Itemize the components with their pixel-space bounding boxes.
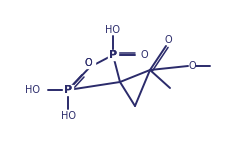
Bar xyxy=(108,50,118,60)
Text: O: O xyxy=(84,58,92,68)
Text: O: O xyxy=(164,35,172,45)
Text: O: O xyxy=(188,61,196,71)
Text: P: P xyxy=(64,85,72,95)
Text: P: P xyxy=(109,50,117,60)
Text: P: P xyxy=(109,50,117,60)
Text: HO: HO xyxy=(106,25,121,35)
Bar xyxy=(63,85,73,95)
Text: HO: HO xyxy=(25,85,40,95)
Bar xyxy=(85,58,95,68)
Text: HO: HO xyxy=(61,111,76,121)
Text: O: O xyxy=(84,58,92,68)
Text: O: O xyxy=(140,50,148,60)
Text: P: P xyxy=(64,85,72,95)
